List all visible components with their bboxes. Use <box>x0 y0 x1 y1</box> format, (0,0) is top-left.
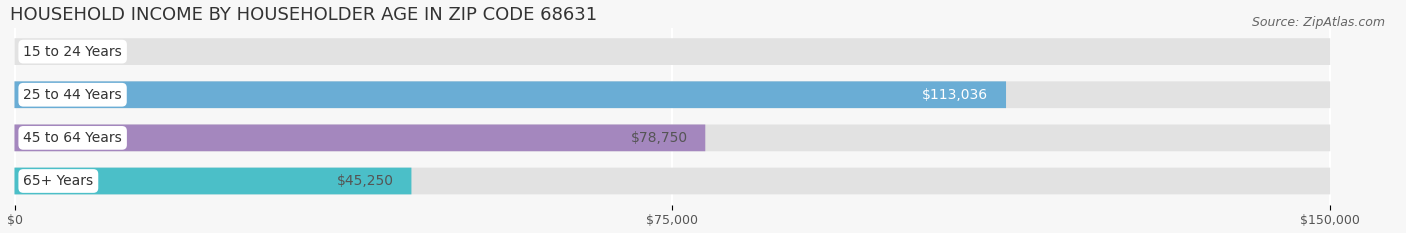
Text: Source: ZipAtlas.com: Source: ZipAtlas.com <box>1251 16 1385 29</box>
Text: $45,250: $45,250 <box>337 174 394 188</box>
FancyBboxPatch shape <box>14 168 412 194</box>
Text: 15 to 24 Years: 15 to 24 Years <box>24 45 122 59</box>
Text: 25 to 44 Years: 25 to 44 Years <box>24 88 122 102</box>
Text: 45 to 64 Years: 45 to 64 Years <box>24 131 122 145</box>
FancyBboxPatch shape <box>14 81 1330 108</box>
Text: 65+ Years: 65+ Years <box>24 174 93 188</box>
Text: HOUSEHOLD INCOME BY HOUSEHOLDER AGE IN ZIP CODE 68631: HOUSEHOLD INCOME BY HOUSEHOLDER AGE IN Z… <box>10 6 598 24</box>
FancyBboxPatch shape <box>14 38 1330 65</box>
Text: $0: $0 <box>41 45 59 59</box>
FancyBboxPatch shape <box>14 124 706 151</box>
FancyBboxPatch shape <box>14 168 1330 194</box>
Text: $113,036: $113,036 <box>922 88 988 102</box>
FancyBboxPatch shape <box>14 124 1330 151</box>
Text: $78,750: $78,750 <box>631 131 688 145</box>
FancyBboxPatch shape <box>14 81 1007 108</box>
